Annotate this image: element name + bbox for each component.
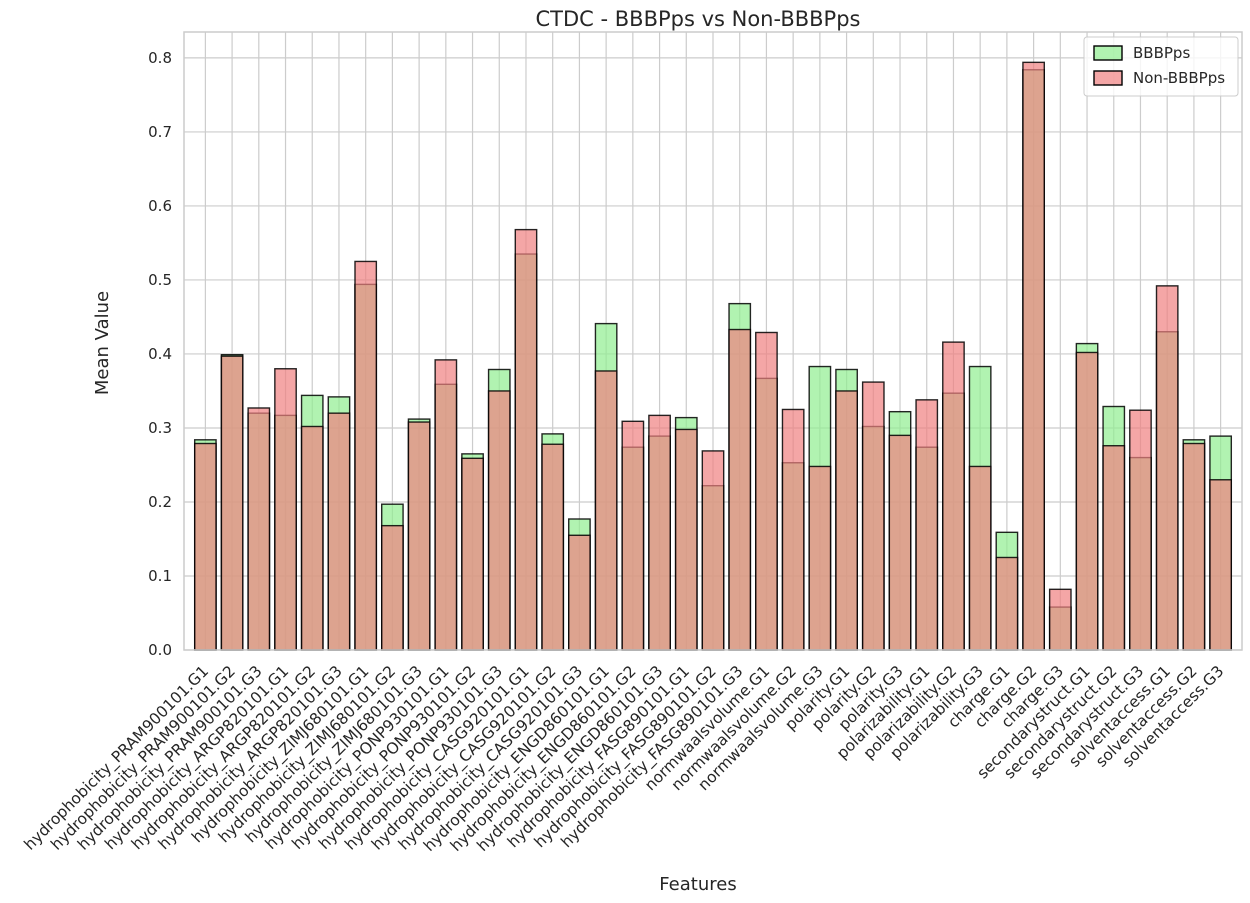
bar-non-bbbpps-secondarystruct-g1 bbox=[1075, 351, 1099, 651]
bar-non-bbbpps-secondarystruct-g2 bbox=[1102, 445, 1126, 651]
y-tick-label: 0.0 bbox=[148, 641, 172, 659]
bar-non-bbbpps-polarizability-g3 bbox=[968, 465, 992, 651]
bar-non-bbbpps-hydrophobicity-engd860101-g1 bbox=[594, 370, 618, 651]
y-tick-label: 0.4 bbox=[148, 345, 172, 363]
bar-non-bbbpps-hydrophobicity-casg920101-g2 bbox=[541, 443, 565, 651]
bar-non-bbbpps-normwaalsvolume-g2 bbox=[781, 408, 805, 651]
y-tick-label: 0.1 bbox=[148, 567, 172, 585]
bar-non-bbbpps-normwaalsvolume-g3 bbox=[808, 465, 832, 651]
bar-non-bbbpps-hydrophobicity-zimj680101-g1 bbox=[354, 260, 378, 651]
legend-swatch-non-bbbpps bbox=[1093, 70, 1123, 86]
bar-non-bbbpps-hydrophobicity-casg920101-g1 bbox=[514, 228, 538, 651]
bar-non-bbbpps-hydrophobicity-pram900101-g2 bbox=[220, 355, 244, 651]
bar-non-bbbpps-polarizability-g2 bbox=[942, 341, 965, 651]
plot-frame bbox=[183, 31, 1243, 651]
bar-non-bbbpps-polarity-g3 bbox=[888, 434, 912, 651]
bar-non-bbbpps-hydrophobicity-argp820101-g2 bbox=[300, 425, 324, 651]
bar-non-bbbpps-hydrophobicity-fasg890101-g1 bbox=[674, 428, 698, 651]
bar-non-bbbpps-polarity-g2 bbox=[861, 381, 885, 651]
x-axis-title: Features bbox=[659, 874, 736, 895]
bar-non-bbbpps-hydrophobicity-zimj680101-g2 bbox=[381, 524, 404, 651]
bar-non-bbbpps-hydrophobicity-ponp930101-g1 bbox=[434, 359, 458, 651]
bar-non-bbbpps-hydrophobicity-argp820101-g1 bbox=[274, 368, 297, 651]
legend-label-non-bbbpps: Non-BBBPps bbox=[1133, 69, 1225, 87]
series-non-bbbpps bbox=[193, 61, 1233, 651]
bar-non-bbbpps-polarizability-g1 bbox=[915, 399, 939, 651]
bar-non-bbbpps-solventaccess-g2 bbox=[1182, 442, 1206, 651]
y-tick-label: 0.8 bbox=[148, 49, 172, 67]
legend: BBBPps Non-BBBPps bbox=[1083, 36, 1239, 97]
bar-non-bbbpps-hydrophobicity-engd860101-g3 bbox=[648, 414, 671, 651]
y-tick-label: 0.2 bbox=[148, 493, 172, 511]
bar-non-bbbpps-hydrophobicity-argp820101-g3 bbox=[327, 412, 351, 651]
bar-non-bbbpps-hydrophobicity-pram900101-g1 bbox=[193, 442, 217, 651]
legend-label-bbbpps: BBBPps bbox=[1133, 44, 1190, 62]
y-axis-ticks: 0.0 0.1 0.2 0.3 0.4 0.5 0.6 0.7 0.8 bbox=[148, 49, 172, 659]
y-tick-label: 0.3 bbox=[148, 419, 172, 437]
bar-non-bbbpps-charge-g3 bbox=[1048, 588, 1072, 651]
chart-title: CTDC - BBBPps vs Non-BBBPps bbox=[536, 7, 861, 31]
bar-non-bbbpps-hydrophobicity-pram900101-g3 bbox=[247, 407, 271, 651]
bar-non-bbbpps-hydrophobicity-ponp930101-g3 bbox=[487, 390, 511, 651]
bar-non-bbbpps-hydrophobicity-casg920101-g3 bbox=[568, 534, 591, 651]
y-tick-label: 0.5 bbox=[148, 271, 172, 289]
bar-non-bbbpps-charge-g1 bbox=[995, 556, 1019, 651]
bar-non-bbbpps-charge-g2 bbox=[1022, 61, 1045, 651]
y-tick-label: 0.6 bbox=[148, 197, 172, 215]
bar-non-bbbpps-hydrophobicity-engd860101-g2 bbox=[621, 420, 645, 651]
bar-non-bbbpps-normwaalsvolume-g1 bbox=[755, 331, 778, 651]
bar-non-bbbpps-hydrophobicity-fasg890101-g3 bbox=[728, 328, 752, 651]
bar-non-bbbpps-hydrophobicity-zimj680101-g3 bbox=[407, 421, 431, 651]
bar-non-bbbpps-polarity-g1 bbox=[835, 390, 858, 651]
x-axis-ticks: hydrophobicity_PRAM900101.G1hydrophobici… bbox=[21, 662, 1228, 856]
plot-border bbox=[183, 31, 1243, 651]
bar-non-bbbpps-hydrophobicity-fasg890101-g2 bbox=[701, 450, 725, 651]
bar-non-bbbpps-solventaccess-g3 bbox=[1209, 479, 1233, 651]
y-tick-label: 0.7 bbox=[148, 123, 172, 141]
legend-swatch-bbbpps bbox=[1093, 45, 1123, 61]
bar-non-bbbpps-secondarystruct-g3 bbox=[1129, 409, 1152, 651]
bar-non-bbbpps-hydrophobicity-ponp930101-g2 bbox=[461, 457, 484, 651]
bar-non-bbbpps-solventaccess-g1 bbox=[1155, 285, 1179, 651]
y-axis-title: Mean Value bbox=[92, 291, 113, 395]
